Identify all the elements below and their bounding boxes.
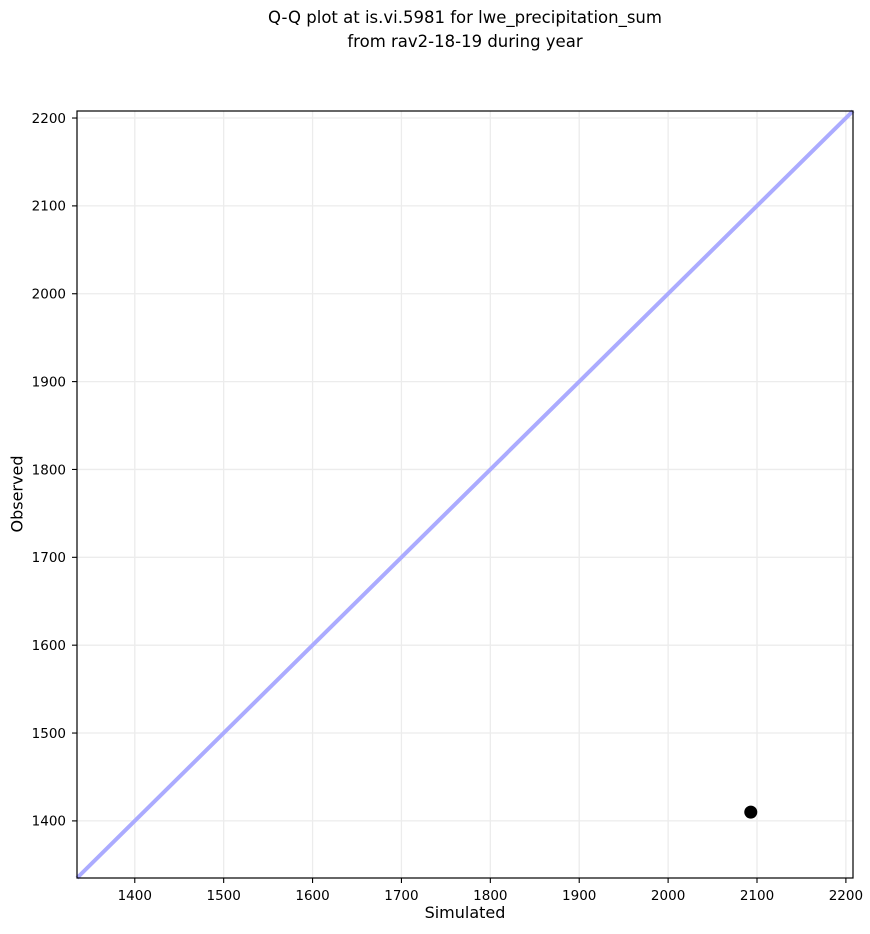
x-axis-label: Simulated	[424, 903, 506, 922]
x-tick-label: 1600	[295, 888, 329, 904]
y-tick-label: 2000	[32, 287, 66, 303]
data-point	[744, 805, 758, 819]
chart-title-line1: Q-Q plot at is.vi.5981 for lwe_precipita…	[268, 8, 662, 27]
x-tick-label: 2100	[740, 888, 774, 904]
y-tick-label: 1400	[32, 814, 66, 830]
axes-box	[76, 110, 854, 879]
y-tick-label: 1500	[32, 726, 66, 742]
chart-title: Q-Q plot at is.vi.5981 for lwe_precipita…	[77, 6, 853, 54]
y-axis-label: Observed	[7, 455, 27, 533]
x-tick-label: 1700	[384, 888, 418, 904]
y-tick-label: 1700	[32, 550, 66, 566]
x-tick-label: 2000	[651, 888, 685, 904]
y-tick-label: 2200	[32, 111, 66, 127]
x-tick-label: 1400	[118, 888, 152, 904]
y-tick-label: 2100	[32, 199, 66, 215]
x-tick-label: 1800	[473, 888, 507, 904]
y-tick-label: 1800	[32, 462, 66, 478]
identity-line	[75, 109, 855, 880]
x-tick-label: 2200	[829, 888, 863, 904]
y-tick-label: 1600	[32, 638, 66, 654]
x-tick-label: 1500	[206, 888, 240, 904]
y-tick-label: 1900	[32, 374, 66, 390]
x-tick-label: 1900	[562, 888, 596, 904]
chart-title-line2: from rav2-18-19 during year	[347, 32, 583, 51]
